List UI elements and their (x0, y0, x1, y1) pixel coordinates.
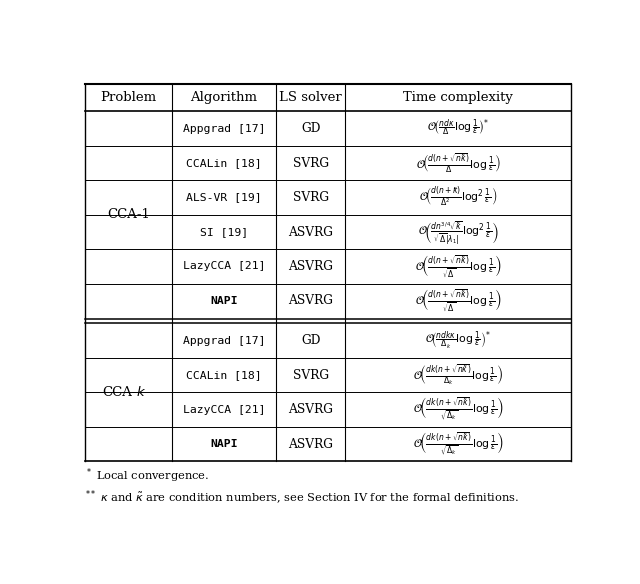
Text: $^{**}$ $\kappa$ and $\tilde{\kappa}$ are condition numbers, see Section IV for : $^{**}$ $\kappa$ and $\tilde{\kappa}$ ar… (85, 489, 519, 507)
Text: CCA-1: CCA-1 (107, 208, 150, 221)
Text: $^*$ Local convergence.: $^*$ Local convergence. (85, 467, 209, 485)
Text: CCA-: CCA- (102, 386, 137, 399)
Text: $\mathcal{O}\!\left(\frac{nd\kappa}{\Delta}\log\frac{1}{\epsilon}\right)^{*}$: $\mathcal{O}\!\left(\frac{nd\kappa}{\Del… (427, 118, 490, 140)
Text: ASVRG: ASVRG (288, 260, 333, 273)
Text: SI [19]: SI [19] (200, 227, 248, 237)
Text: ASVRG: ASVRG (288, 225, 333, 238)
Text: Time complexity: Time complexity (403, 91, 513, 104)
Text: GD: GD (301, 334, 321, 347)
Text: Problem: Problem (100, 91, 156, 104)
Text: LazyCCA [21]: LazyCCA [21] (182, 405, 265, 415)
Text: CCALin [18]: CCALin [18] (186, 370, 262, 380)
Text: $\mathcal{O}\!\left(\frac{dk(n+\sqrt{n\tilde{\kappa}})}{\sqrt{\Delta_k}}\log\fra: $\mathcal{O}\!\left(\frac{dk(n+\sqrt{n\t… (413, 430, 504, 458)
Text: GD: GD (301, 122, 321, 135)
Text: ASVRG: ASVRG (288, 437, 333, 451)
Text: NAPI: NAPI (210, 439, 237, 449)
Text: ASVRG: ASVRG (288, 403, 333, 416)
Text: NAPI: NAPI (210, 296, 237, 306)
Text: CCALin [18]: CCALin [18] (186, 158, 262, 168)
Text: $\mathcal{O}\!\left(\frac{d(n+\sqrt{n\tilde{\kappa}})}{\sqrt{\Delta}}\log\frac{1: $\mathcal{O}\!\left(\frac{d(n+\sqrt{n\ti… (415, 287, 502, 314)
Text: LS solver: LS solver (279, 91, 342, 104)
Text: $\mathcal{O}\!\left(\frac{d(n+\tilde{\kappa})}{\Delta^2}\log^2\frac{1}{\epsilon}: $\mathcal{O}\!\left(\frac{d(n+\tilde{\ka… (419, 186, 497, 209)
Text: SVRG: SVRG (292, 191, 329, 204)
Text: ALS-VR [19]: ALS-VR [19] (186, 193, 262, 203)
Text: Algorithm: Algorithm (190, 91, 257, 104)
Text: $\mathcal{O}\!\left(\frac{ndk\kappa}{\Delta_k}\log\frac{1}{\epsilon}\right)^{*}$: $\mathcal{O}\!\left(\frac{ndk\kappa}{\De… (426, 329, 491, 352)
Text: SVRG: SVRG (292, 369, 329, 382)
Text: Appgrad [17]: Appgrad [17] (182, 336, 265, 346)
Text: $\mathcal{O}\!\left(\frac{dn^{3/4}\sqrt{\tilde{\kappa}}}{\sqrt{\Delta}|\lambda_1: $\mathcal{O}\!\left(\frac{dn^{3/4}\sqrt{… (417, 218, 499, 245)
Text: $\mathcal{O}\!\left(\frac{dk(n+\sqrt{n\tilde{\kappa}})}{\Delta_k}\log\frac{1}{\e: $\mathcal{O}\!\left(\frac{dk(n+\sqrt{n\t… (413, 363, 503, 387)
Text: $\mathcal{O}\!\left(\frac{dk(n+\sqrt{n\tilde{\kappa}})}{\sqrt{\Delta_k}}\log\fra: $\mathcal{O}\!\left(\frac{dk(n+\sqrt{n\t… (413, 396, 504, 423)
Text: $\mathcal{O}\!\left(\frac{d(n+\sqrt{n\tilde{\kappa}})}{\sqrt{\Delta}}\log\frac{1: $\mathcal{O}\!\left(\frac{d(n+\sqrt{n\ti… (415, 253, 502, 280)
Text: $k$: $k$ (136, 385, 146, 399)
Text: ASVRG: ASVRG (288, 294, 333, 307)
Text: SVRG: SVRG (292, 157, 329, 169)
Text: $\mathcal{O}\!\left(\frac{d(n+\sqrt{n\tilde{\kappa}})}{\Delta}\log\frac{1}{\epsi: $\mathcal{O}\!\left(\frac{d(n+\sqrt{n\ti… (416, 151, 500, 175)
Text: Appgrad [17]: Appgrad [17] (182, 124, 265, 134)
Text: LazyCCA [21]: LazyCCA [21] (182, 262, 265, 272)
